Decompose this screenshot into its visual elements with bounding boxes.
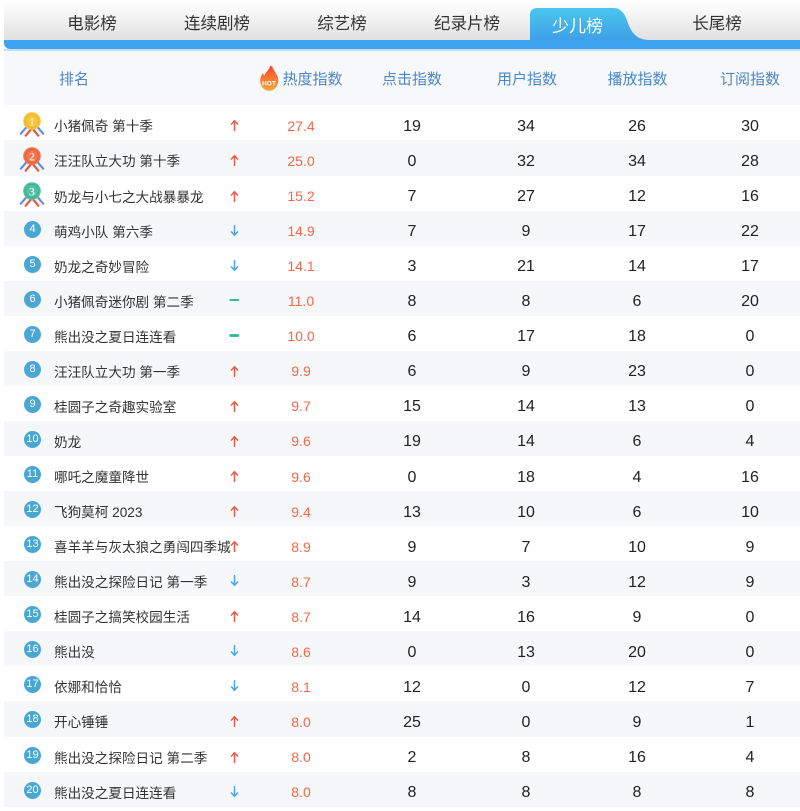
svg-text:2: 2 — [29, 149, 35, 163]
svg-text:1: 1 — [29, 114, 35, 128]
svg-text:HOT: HOT — [262, 81, 276, 88]
svg-text:3: 3 — [29, 184, 35, 198]
